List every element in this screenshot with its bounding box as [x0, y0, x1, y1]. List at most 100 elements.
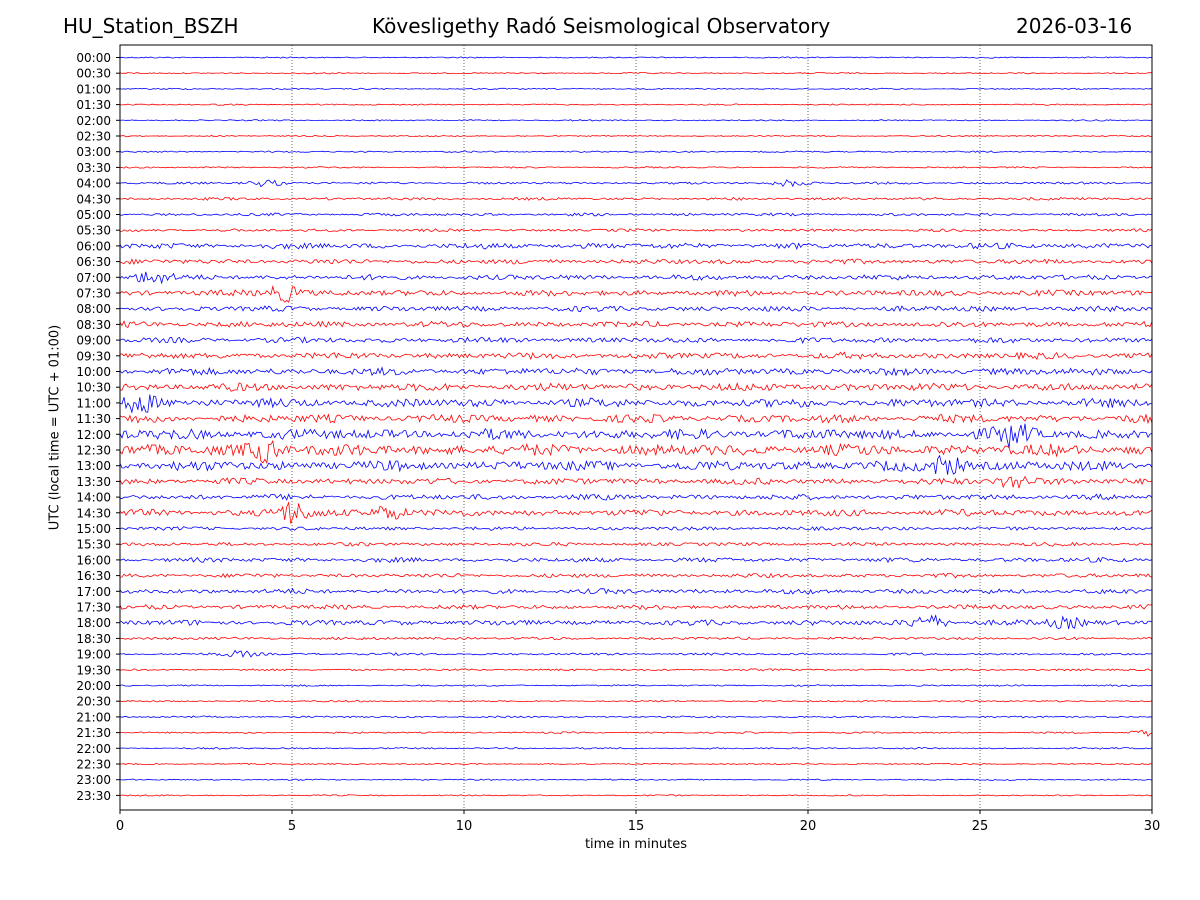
trace-1300: [119, 454, 1153, 475]
trace-1800: [119, 614, 1153, 630]
row-label: 10:00: [76, 365, 111, 379]
row-label: 09:30: [76, 349, 111, 363]
row-label: 00:30: [76, 67, 111, 81]
row-label: 17:30: [76, 601, 111, 615]
trace-0930: [119, 351, 1153, 361]
row-label: 06:00: [76, 239, 111, 253]
trace-0500: [120, 212, 1153, 217]
trace-1430: [119, 501, 1153, 524]
trace-0530: [119, 228, 1153, 233]
row-label: 18:30: [76, 632, 111, 646]
trace-1230: [119, 439, 1153, 465]
trace-0130: [119, 103, 1153, 106]
row-label: 21:00: [76, 710, 111, 724]
trace-1000: [119, 366, 1153, 377]
trace-0330: [119, 166, 1153, 169]
trace-0000: [119, 56, 1153, 59]
trace-0900: [119, 336, 1153, 344]
row-label: 21:30: [76, 726, 111, 740]
trace-0730: [119, 285, 1153, 303]
row-label: 06:30: [76, 255, 111, 269]
trace-0800: [119, 305, 1153, 313]
row-label: 04:00: [76, 177, 111, 191]
x-tick-label: 15: [628, 819, 645, 834]
row-label: 05:30: [76, 224, 111, 238]
row-label: 18:00: [76, 616, 111, 630]
row-label: 16:30: [76, 569, 111, 583]
x-tick-label: 25: [972, 819, 989, 834]
row-label: 01:30: [76, 98, 111, 112]
x-axis-label: time in minutes: [584, 837, 688, 852]
trace-1630: [119, 572, 1153, 579]
trace-1400: [119, 493, 1153, 501]
trace-1600: [119, 556, 1153, 564]
x-tick-label: 20: [800, 819, 817, 834]
row-label: 08:00: [76, 302, 111, 316]
row-label: 09:00: [76, 334, 111, 348]
row-label: 20:00: [76, 679, 111, 693]
row-label: 13:00: [76, 459, 111, 473]
row-label: 20:30: [76, 695, 111, 709]
row-label: 19:00: [76, 648, 111, 662]
row-label: 14:00: [76, 491, 111, 505]
row-label: 12:00: [76, 428, 111, 442]
row-label: 14:30: [76, 506, 111, 520]
trace-0030: [119, 72, 1153, 75]
trace-1930: [119, 668, 1153, 672]
row-label: 22:30: [76, 758, 111, 772]
trace-1530: [119, 541, 1153, 547]
row-label: 05:00: [76, 208, 111, 222]
trace-2100: [119, 715, 1153, 719]
trace-1700: [119, 587, 1153, 595]
row-label: 07:00: [76, 271, 111, 285]
x-tick-label: 10: [456, 819, 473, 834]
trace-0200: [119, 119, 1152, 122]
row-label: 13:30: [76, 475, 111, 489]
trace-1100: [119, 394, 1153, 414]
trace-2200: [119, 746, 1153, 750]
trace-1330: [119, 475, 1153, 489]
row-label: 12:30: [76, 444, 111, 458]
x-tick-label: 30: [1144, 819, 1161, 834]
trace-2000: [119, 684, 1153, 687]
trace-2230: [119, 762, 1153, 766]
row-label: 11:00: [76, 396, 111, 410]
row-label: 16:00: [76, 553, 111, 567]
row-label: 02:00: [76, 114, 111, 128]
trace-2130: [119, 729, 1153, 737]
trace-0400: [119, 179, 1153, 188]
trace-1200: [119, 423, 1153, 449]
trace-0430: [119, 196, 1153, 201]
trace-0600: [119, 242, 1153, 251]
row-label: 22:00: [76, 742, 111, 756]
row-label: 11:30: [76, 412, 111, 426]
trace-1500: [119, 526, 1153, 532]
trace-2030: [119, 699, 1153, 703]
trace-0630: [119, 258, 1153, 266]
trace-1730: [119, 604, 1153, 611]
row-label: 03:00: [76, 145, 111, 159]
row-label: 08:30: [76, 318, 111, 332]
row-label: 10:30: [76, 381, 111, 395]
row-label: 19:30: [76, 663, 111, 677]
station-name: HU_Station_BSZH: [63, 14, 239, 38]
row-label: 17:00: [76, 585, 111, 599]
trace-0830: [119, 320, 1153, 329]
row-label: 03:30: [76, 161, 111, 175]
trace-2300: [119, 778, 1153, 781]
row-label: 23:00: [76, 773, 111, 787]
trace-1900: [119, 649, 1153, 658]
row-label: 00:00: [76, 51, 111, 65]
trace-0300: [119, 150, 1153, 154]
observatory-title: Kövesligethy Radó Seismological Observat…: [372, 14, 831, 38]
row-label: 07:30: [76, 287, 111, 301]
row-label: 04:30: [76, 192, 111, 206]
row-label: 01:00: [76, 82, 111, 96]
trace-1030: [119, 382, 1153, 392]
trace-1130: [119, 413, 1153, 425]
trace-1830: [119, 636, 1153, 641]
row-label: 02:30: [76, 130, 111, 144]
row-label: 15:00: [76, 522, 111, 536]
record-date: 2026-03-16: [1016, 14, 1133, 38]
